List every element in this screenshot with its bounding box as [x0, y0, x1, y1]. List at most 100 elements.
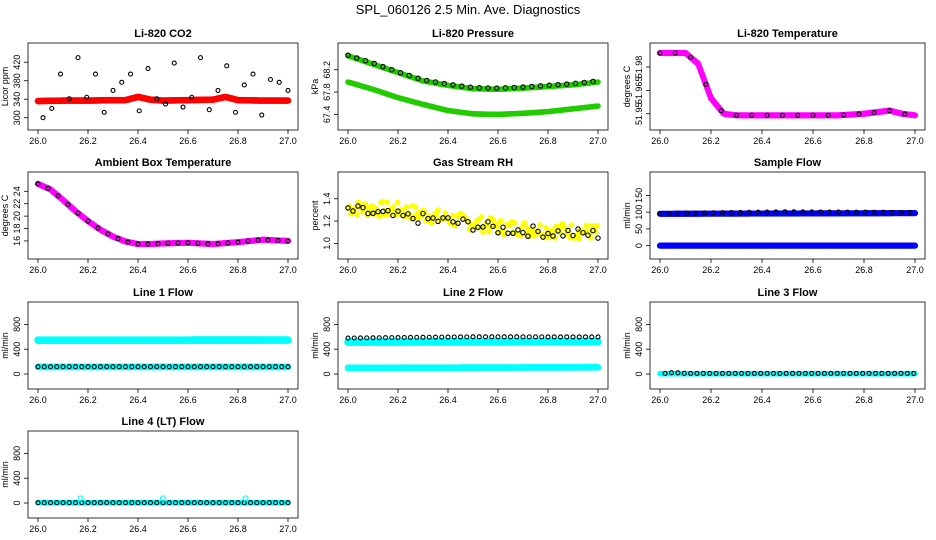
- data-point: [666, 210, 672, 216]
- data-point: [394, 199, 401, 206]
- data-point: [439, 334, 445, 340]
- data-point: [72, 364, 79, 370]
- series-pressure-low: [345, 79, 601, 118]
- x-tick-label: 26.0: [29, 265, 47, 275]
- data-point: [92, 71, 99, 77]
- data-point: [254, 364, 260, 370]
- data-point: [478, 214, 485, 220]
- data-point: [145, 241, 151, 247]
- x-tick-label: 26.2: [389, 265, 407, 275]
- data-point: [204, 364, 210, 370]
- data-point: [91, 364, 97, 370]
- data-point: [457, 334, 464, 340]
- data-point: [749, 112, 755, 118]
- data-point: [719, 370, 726, 376]
- data-point: [662, 370, 668, 376]
- data-point: [285, 364, 291, 370]
- data-point: [229, 500, 235, 506]
- series-line2-obs: [345, 334, 601, 341]
- x-tick-label: 26.2: [702, 395, 720, 405]
- data-point: [395, 335, 401, 341]
- data-point: [911, 112, 919, 119]
- data-point: [668, 370, 675, 376]
- data-point: [45, 185, 51, 191]
- x-tick-label: 26.8: [539, 136, 557, 146]
- data-point: [210, 500, 216, 506]
- data-point: [41, 364, 47, 370]
- y-tick-label: 0: [634, 243, 644, 248]
- y-tick-label: 67.8: [322, 83, 332, 101]
- data-point: [485, 85, 491, 91]
- data-point: [564, 334, 570, 340]
- data-point: [371, 60, 377, 67]
- data-point: [423, 77, 430, 84]
- y-axis-label: ml/min: [622, 332, 632, 359]
- data-point: [675, 370, 681, 376]
- y-tick-label: 100: [634, 205, 644, 220]
- y-tick-label: 1.0: [322, 237, 332, 250]
- data-point: [145, 66, 151, 72]
- data-point: [694, 370, 700, 376]
- data-point: [266, 364, 272, 370]
- data-point: [526, 334, 532, 340]
- data-layer: [34, 55, 292, 121]
- data-point: [495, 334, 501, 340]
- data-point: [595, 334, 601, 340]
- panel-5: Gas Stream RH percent 26.0 26.2 26.4 26.6 26.8…: [310, 157, 609, 275]
- data-point: [430, 215, 436, 221]
- data-point: [65, 201, 71, 208]
- series-sample-flow-zero: [656, 242, 919, 249]
- data-point: [49, 105, 55, 111]
- y-tick-label: 0: [12, 372, 22, 377]
- data-point: [259, 112, 265, 118]
- data-point: [582, 334, 589, 340]
- data-point: [415, 75, 421, 81]
- panel-8: Line 2 Flow ml/min 26.0 26.2 26.4 26.6 26.8 27.…: [310, 287, 609, 405]
- data-point: [129, 500, 135, 506]
- data-point: [104, 500, 110, 506]
- x-tick-label: 26.2: [79, 136, 97, 146]
- y-tick-label: 400: [12, 471, 22, 486]
- data-point: [568, 222, 575, 228]
- data-point: [594, 337, 602, 346]
- y-axis-label: ml/min: [0, 461, 10, 488]
- data-point: [390, 204, 396, 210]
- x-tick-label: 26.6: [489, 136, 507, 146]
- data-point: [505, 230, 511, 237]
- data-point: [260, 500, 266, 506]
- data-point: [880, 209, 886, 215]
- data-point: [907, 209, 913, 216]
- data-point: [465, 218, 471, 225]
- panel-3: Li-820 Temperature degrees C 26.0 26.2 26.4 2…: [622, 28, 926, 146]
- data-point: [432, 334, 439, 340]
- data-layer: [345, 52, 601, 118]
- data-point: [345, 335, 351, 341]
- data-point: [382, 335, 389, 341]
- data-point: [703, 81, 709, 88]
- data-point: [154, 96, 160, 102]
- data-point: [172, 364, 179, 370]
- data-point: [210, 364, 216, 370]
- x-tick-label: 26.4: [129, 524, 147, 534]
- data-point: [185, 240, 191, 246]
- data-point: [166, 500, 172, 506]
- plot-frame: [337, 171, 609, 260]
- data-point: [790, 370, 796, 376]
- data-point: [501, 334, 507, 340]
- data-point: [500, 224, 506, 231]
- x-tick-label: 26.0: [651, 395, 669, 405]
- data-point: [155, 241, 161, 247]
- x-tick-label: 26.6: [179, 136, 197, 146]
- series-box-temp-obs: [35, 181, 291, 247]
- series-line2-high: [344, 337, 602, 346]
- data-point: [847, 370, 853, 376]
- data-point: [520, 229, 526, 236]
- x-tick-label: 26.8: [855, 395, 873, 405]
- data-layer: [656, 49, 919, 119]
- x-tick-label: 26.4: [439, 395, 457, 405]
- data-point: [265, 237, 271, 243]
- data-point: [84, 94, 90, 100]
- data-point: [732, 370, 738, 376]
- data-point: [179, 500, 185, 506]
